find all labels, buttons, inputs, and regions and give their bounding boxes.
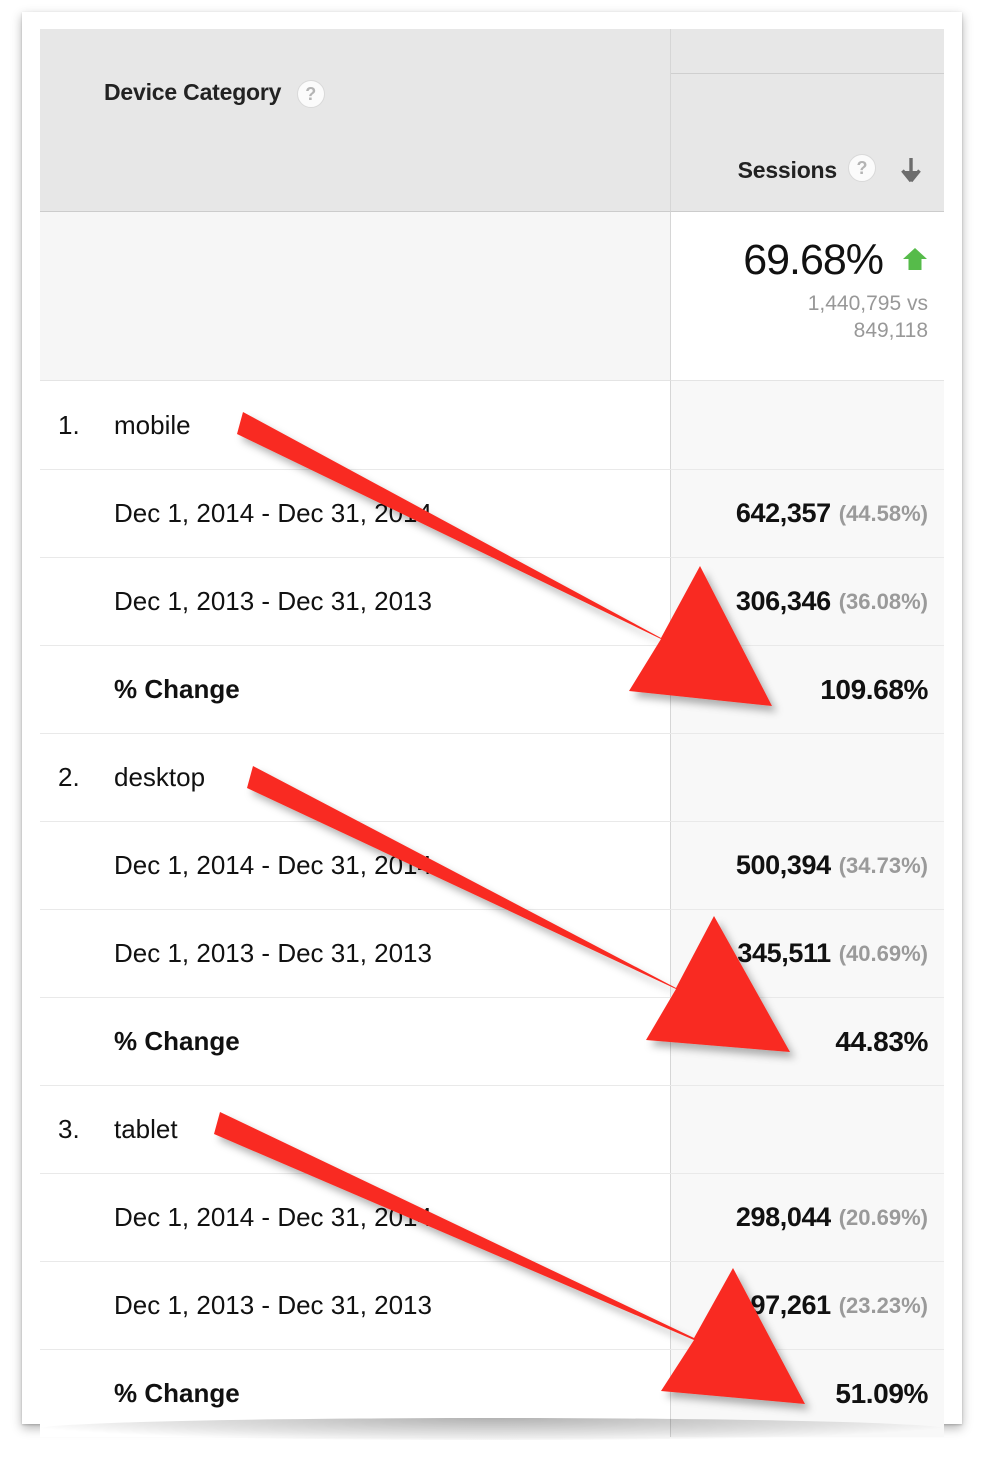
device-category-name[interactable]: tablet — [114, 1114, 178, 1144]
table-row: Dec 1, 2013 - Dec 31, 2013 345,511 (40.6… — [40, 909, 944, 997]
table-row: Dec 1, 2013 - Dec 31, 2013 197,261 (23.2… — [40, 1261, 944, 1349]
change-value: 51.09% — [835, 1377, 928, 1409]
row-index: 2. — [58, 762, 80, 792]
column-header-label: Device Category — [104, 79, 282, 105]
group-name-cell[interactable]: 1. mobile — [40, 381, 670, 469]
sessions-value: 345,511 — [737, 938, 831, 968]
period-value-cell: 642,357 (44.58%) — [670, 470, 944, 557]
table-row[interactable]: 3. tablet — [40, 1085, 944, 1173]
device-category-report-table: Device Category ? Sessions ? — [40, 29, 944, 1437]
arrow-up-icon — [903, 247, 927, 270]
change-value: 109.68% — [820, 673, 928, 705]
device-category-name[interactable]: mobile — [114, 409, 191, 440]
column-header-label: Sessions — [737, 156, 838, 183]
table-row[interactable]: 2. desktop — [40, 733, 944, 821]
summary-compare-current: 1,440,795 vs — [807, 292, 928, 315]
column-header-sessions[interactable]: Sessions ? — [670, 29, 944, 211]
sessions-share: (34.73%) — [838, 852, 928, 878]
change-value-cell: 51.09% — [670, 1350, 944, 1437]
question-mark-icon[interactable]: ? — [848, 154, 876, 182]
period-value-cell: 345,511 (40.69%) — [670, 910, 944, 997]
summary-sessions-cell: 69.68% 1,440,795 vs 849,118 — [670, 211, 944, 381]
summary-comparison: 1,440,795 vs 849,118 — [671, 291, 928, 345]
table-row: Dec 1, 2014 - Dec 31, 2014 642,357 (44.5… — [40, 469, 944, 557]
period-label: Dec 1, 2014 - Dec 31, 2014 — [40, 822, 670, 909]
sessions-value: 306,346 — [735, 586, 831, 616]
period-label: Dec 1, 2013 - Dec 31, 2013 — [40, 558, 670, 645]
period-label: Dec 1, 2013 - Dec 31, 2013 — [40, 1262, 670, 1349]
summary-percent-wrapper: 69.68% — [671, 236, 928, 285]
table-row: Dec 1, 2014 - Dec 31, 2014 500,394 (34.7… — [40, 821, 944, 909]
table-row: % Change 44.83% — [40, 997, 944, 1085]
period-label: Dec 1, 2014 - Dec 31, 2014 — [40, 470, 670, 557]
period-value-cell: 197,261 (23.23%) — [670, 1262, 944, 1349]
sessions-value: 642,357 — [735, 498, 831, 528]
change-label: % Change — [40, 1350, 670, 1437]
sessions-value: 500,394 — [735, 850, 831, 880]
period-value-cell: 298,044 (20.69%) — [670, 1174, 944, 1261]
group-value-cell — [670, 1086, 944, 1173]
change-label: % Change — [40, 646, 670, 733]
summary-compare-previous: 849,118 — [853, 318, 928, 342]
change-value-cell: 44.83% — [670, 998, 944, 1085]
row-index: 1. — [58, 409, 80, 440]
change-value: 44.83% — [835, 1025, 928, 1057]
period-label: Dec 1, 2013 - Dec 31, 2013 — [40, 910, 670, 997]
group-value-cell — [670, 381, 944, 469]
row-index: 3. — [58, 1114, 80, 1144]
report-card-frame: Device Category ? Sessions ? — [22, 12, 962, 1440]
sessions-share: (36.08%) — [838, 588, 928, 614]
arrow-down-icon[interactable] — [896, 155, 926, 185]
table-row[interactable]: 1. mobile — [40, 381, 944, 469]
sessions-value: 197,261 — [735, 1290, 831, 1320]
group-value-cell — [670, 734, 944, 821]
summary-percent: 69.68% — [743, 236, 884, 284]
table-row: % Change 109.68% — [40, 645, 944, 733]
sessions-share: (20.69%) — [838, 1204, 928, 1230]
summary-label-cell — [40, 211, 670, 381]
period-value-cell: 500,394 (34.73%) — [670, 822, 944, 909]
table-row: Dec 1, 2014 - Dec 31, 2014 298,044 (20.6… — [40, 1173, 944, 1261]
sessions-share: (44.58%) — [838, 500, 928, 526]
group-name-cell[interactable]: 2. desktop — [40, 734, 670, 821]
sessions-value: 298,044 — [735, 1202, 831, 1232]
question-mark-icon[interactable]: ? — [296, 79, 325, 108]
period-value-cell: 306,346 (36.08%) — [670, 558, 944, 645]
table-row: Dec 1, 2013 - Dec 31, 2013 306,346 (36.0… — [40, 557, 944, 645]
table-row: % Change 51.09% — [40, 1349, 944, 1437]
device-category-name[interactable]: desktop — [114, 762, 206, 792]
sessions-share: (40.69%) — [838, 940, 928, 966]
change-label: % Change — [40, 998, 670, 1085]
table-header-row: Device Category ? Sessions ? — [40, 29, 944, 211]
group-name-cell[interactable]: 3. tablet — [40, 1086, 670, 1173]
change-value-cell: 109.68% — [670, 646, 944, 733]
sessions-share: (23.23%) — [838, 1292, 928, 1318]
summary-row: 69.68% 1,440,795 vs 849,118 — [40, 211, 944, 381]
header-divider — [671, 73, 944, 74]
period-label: Dec 1, 2014 - Dec 31, 2014 — [40, 1174, 670, 1261]
column-header-device-category[interactable]: Device Category ? — [40, 29, 670, 211]
